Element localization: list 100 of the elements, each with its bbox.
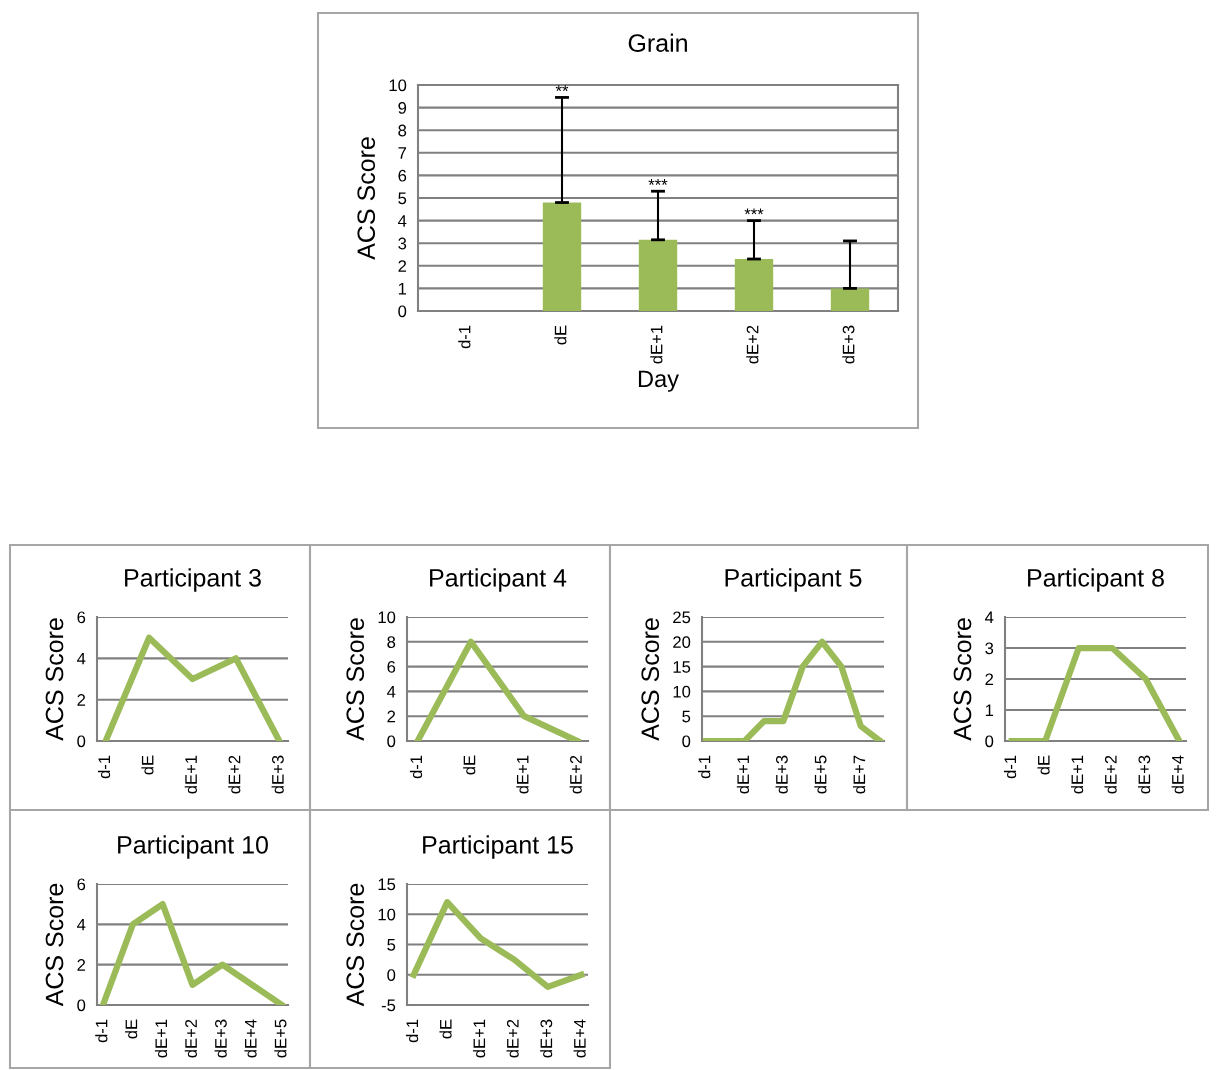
y-axis-title: ACS Score: [45, 883, 64, 1007]
x-tick-label: d-1: [698, 755, 711, 779]
x-tick-label: dE: [439, 1019, 452, 1039]
x-tick-label: dE+3: [775, 755, 788, 794]
x-tick-label: dE+1: [154, 1019, 168, 1058]
annotation: ***: [744, 208, 764, 215]
y-axis-title: ACS Score: [641, 618, 660, 741]
chart-title: Participant 4: [430, 568, 567, 592]
x-tick-label: dE+4: [244, 1019, 257, 1058]
x-tick-label: dE+4: [573, 1019, 586, 1058]
x-tick-label: dE+7: [853, 755, 866, 794]
x-tick-label: dE+1: [736, 755, 750, 794]
y-tick-label: 2: [398, 260, 407, 272]
annotation: ***: [648, 179, 668, 185]
y-tick-label: 0: [77, 999, 86, 1012]
x-tick-label: dE+2: [1104, 755, 1117, 794]
x-tick-label: d-1: [97, 755, 111, 779]
y-tick-label: 0: [387, 735, 396, 748]
x-tick-label: dE+3: [1138, 755, 1151, 794]
chart-title: Participant 15: [423, 835, 573, 859]
y-axis-title: ACS Score: [953, 618, 972, 741]
chart-title: Participant 10: [118, 835, 268, 859]
x-tick-label: dE+3: [540, 1019, 553, 1058]
y-tick-label: 0: [985, 735, 994, 748]
x-tick-label: dE+1: [650, 325, 663, 364]
y-tick-label: 0: [398, 305, 407, 318]
y-axis-title: ACS Score: [45, 618, 64, 741]
x-tick-label: d-1: [95, 1019, 108, 1043]
y-tick-label: 3: [398, 237, 407, 250]
y-tick-label: 1: [398, 282, 407, 295]
y-tick-label: 5: [682, 710, 691, 723]
y-tick-label: 5: [398, 192, 407, 205]
x-tick-label: dE+5: [274, 1019, 287, 1058]
chart-title: Participant 8: [1028, 568, 1164, 592]
bar: [638, 239, 678, 311]
y-tick-label: 10: [389, 79, 407, 92]
bar: [542, 202, 582, 311]
x-tick-label: dE+2: [506, 1019, 519, 1058]
x-tick-label: dE+3: [842, 325, 855, 364]
y-axis-title: ACS Score: [346, 618, 365, 741]
x-tick-label: dE+5: [814, 755, 827, 794]
y-tick-label: 4: [398, 215, 407, 227]
y-tick-label: 15: [378, 878, 396, 891]
y-axis-title: ACS Score: [357, 137, 376, 260]
y-tick-label: 8: [398, 124, 407, 137]
x-tick-label: dE+4: [1171, 755, 1184, 794]
y-tick-label: 5: [387, 939, 396, 951]
y-tick-label: 10: [378, 611, 396, 624]
chart-title: Participant 3: [125, 568, 261, 592]
x-tick-label: dE+1: [184, 755, 197, 794]
y-tick-label: 2: [77, 959, 86, 971]
y-tick-label: 2: [77, 694, 86, 706]
y-tick-label: 3: [985, 642, 994, 655]
y-axis-title: ACS Score: [346, 883, 365, 1007]
y-tick-label: 4: [985, 611, 994, 624]
x-tick-label: dE: [554, 325, 567, 345]
x-axis-title: Day: [638, 370, 679, 392]
chart-title: Grain: [628, 33, 687, 52]
y-tick-label: 4: [77, 918, 86, 931]
x-tick-label: dE: [463, 755, 476, 775]
y-tick-label: 6: [77, 611, 86, 624]
y-tick-label: 10: [378, 908, 396, 921]
bar: [830, 288, 870, 311]
x-tick-label: d-1: [405, 1019, 419, 1043]
y-tick-label: 6: [387, 661, 396, 673]
y-tick-label: 6: [398, 169, 407, 182]
x-tick-label: dE+2: [569, 755, 582, 794]
x-tick-label: dE: [125, 1019, 138, 1039]
x-tick-label: dE+2: [228, 755, 241, 794]
x-tick-label: d-1: [1003, 755, 1017, 779]
y-tick-label: 6: [77, 878, 86, 891]
x-tick-label: dE+1: [516, 755, 529, 794]
y-tick-label: 9: [398, 102, 407, 114]
annotation: **: [555, 85, 569, 92]
y-tick-label: 0: [682, 735, 691, 748]
x-tick-label: d-1: [409, 755, 423, 779]
y-tick-label: 4: [387, 685, 396, 698]
y-tick-label: 15: [673, 661, 691, 673]
y-tick-label: 1: [985, 704, 994, 717]
x-tick-label: dE: [1037, 755, 1050, 775]
y-tick-label: 2: [387, 710, 396, 723]
y-tick-label: 25: [673, 611, 691, 624]
y-tick-label: 0: [77, 735, 86, 748]
y-tick-label: 2: [985, 673, 994, 686]
x-tick-label: d-1: [458, 325, 471, 349]
y-tick-label: 0: [387, 969, 396, 981]
x-tick-label: dE+2: [746, 325, 759, 364]
x-tick-label: dE+1: [472, 1019, 486, 1058]
y-tick-label: 10: [673, 685, 691, 698]
x-tick-label: dE+3: [214, 1019, 227, 1058]
x-tick-label: dE+1: [1070, 755, 1084, 794]
y-tick-label: -5: [381, 999, 396, 1012]
x-tick-label: dE+2: [184, 1019, 197, 1058]
y-tick-label: 7: [398, 147, 407, 159]
bar: [734, 259, 774, 311]
y-tick-label: 4: [77, 652, 86, 665]
chart-title: Participant 5: [725, 568, 862, 592]
y-tick-label: 20: [673, 636, 691, 648]
x-tick-label: dE+3: [271, 755, 284, 794]
y-tick-label: 8: [387, 636, 396, 648]
